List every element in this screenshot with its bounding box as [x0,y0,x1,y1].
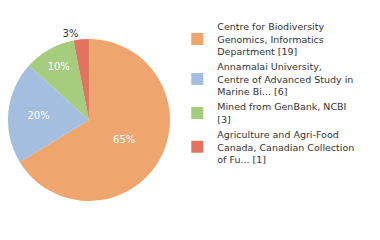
svg-text:Agriculture and Agri-FoodCanad: Agriculture and Agri-FoodCanada, Canadia… [217,129,354,165]
svg-text:Mined from GenBank, NCBI[3]: Mined from GenBank, NCBI[3] [217,101,346,124]
svg-text:20%: 20% [27,110,49,121]
svg-text:65%: 65% [113,134,135,145]
svg-text:3%: 3% [63,28,79,39]
svg-text:10%: 10% [48,61,70,72]
svg-text:Annamalai University,Centre of: Annamalai University,Centre of Advanced … [217,61,353,97]
svg-text:Centre for BiodiversityGenomic: Centre for BiodiversityGenomics, Informa… [217,21,324,57]
